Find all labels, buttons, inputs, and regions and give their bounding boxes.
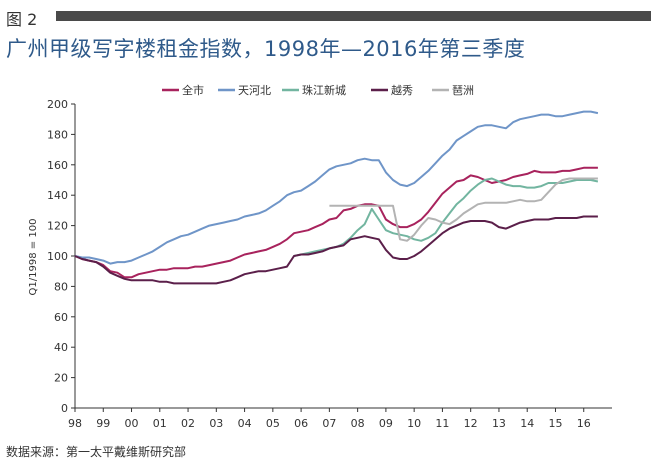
x-tick-label: 15 — [548, 417, 562, 430]
x-tick-label: 01 — [153, 417, 167, 430]
y-tick-label: 160 — [47, 159, 68, 172]
x-tick-label: 10 — [407, 417, 421, 430]
x-tick-label: 16 — [577, 417, 591, 430]
y-tick-label: 60 — [54, 311, 68, 324]
x-tick-label: 09 — [379, 417, 393, 430]
x-tick-labels: 98 99 00 01 02 03 04 05 06 07 08 09 10 11 12 13 14 15 16 — [68, 408, 591, 430]
legend-label: 天河北 — [238, 84, 271, 97]
y-tick-labels: 0 20 40 60 80 100 120 140 160 180 200 — [47, 98, 75, 415]
chart-series — [74, 110, 599, 285]
legend-label: 越秀 — [391, 83, 413, 97]
x-tick-label: 03 — [209, 417, 223, 430]
x-tick-label: 11 — [435, 417, 449, 430]
y-tick-label: 120 — [47, 220, 68, 233]
x-tick-label: 13 — [492, 417, 506, 430]
y-tick-label: 200 — [47, 98, 68, 111]
x-tick-label: 12 — [464, 417, 478, 430]
y-tick-label: 0 — [61, 402, 68, 415]
chart-legend: 全市 天河北 珠江新城 越秀 琶洲 — [162, 83, 474, 97]
x-tick-label: 06 — [294, 417, 308, 430]
y-tick-label: 20 — [54, 372, 68, 385]
legend-label: 琶洲 — [452, 84, 474, 97]
x-tick-label: 04 — [238, 417, 252, 430]
y-tick-label: 140 — [47, 189, 68, 202]
header-bar — [56, 11, 651, 21]
figure-label: 图 2 — [6, 10, 38, 29]
x-tick-label: 00 — [125, 417, 139, 430]
y-tick-label: 100 — [47, 250, 68, 263]
series-line-1 — [74, 166, 598, 279]
series-line-2 — [74, 110, 599, 265]
y-tick-label: 80 — [54, 280, 68, 293]
x-tick-label: 07 — [322, 417, 336, 430]
series-line-4 — [74, 215, 598, 285]
x-tick-label: 05 — [266, 417, 280, 430]
legend-label: 珠江新城 — [302, 83, 346, 97]
x-tick-label: 08 — [351, 417, 365, 430]
chart-title: 广州甲级写字楼租金指数，1998年—2016年第三季度 — [6, 37, 526, 61]
x-tick-label: 14 — [520, 417, 534, 430]
x-tick-label: 02 — [181, 417, 195, 430]
y-axis-label: Q1/1998 = 100 — [28, 219, 39, 296]
chart-axes: Q1/1998 = 100 — [28, 104, 612, 409]
legend-label: 全市 — [182, 83, 204, 97]
source-note: 数据来源：第一太平戴维斯研究部 — [6, 445, 187, 459]
y-tick-label: 40 — [54, 341, 68, 354]
x-tick-label: 99 — [96, 417, 110, 430]
y-tick-label: 180 — [47, 128, 68, 141]
series-line-3 — [293, 177, 599, 257]
x-tick-label: 98 — [68, 417, 82, 430]
series-line-5 — [329, 177, 598, 242]
